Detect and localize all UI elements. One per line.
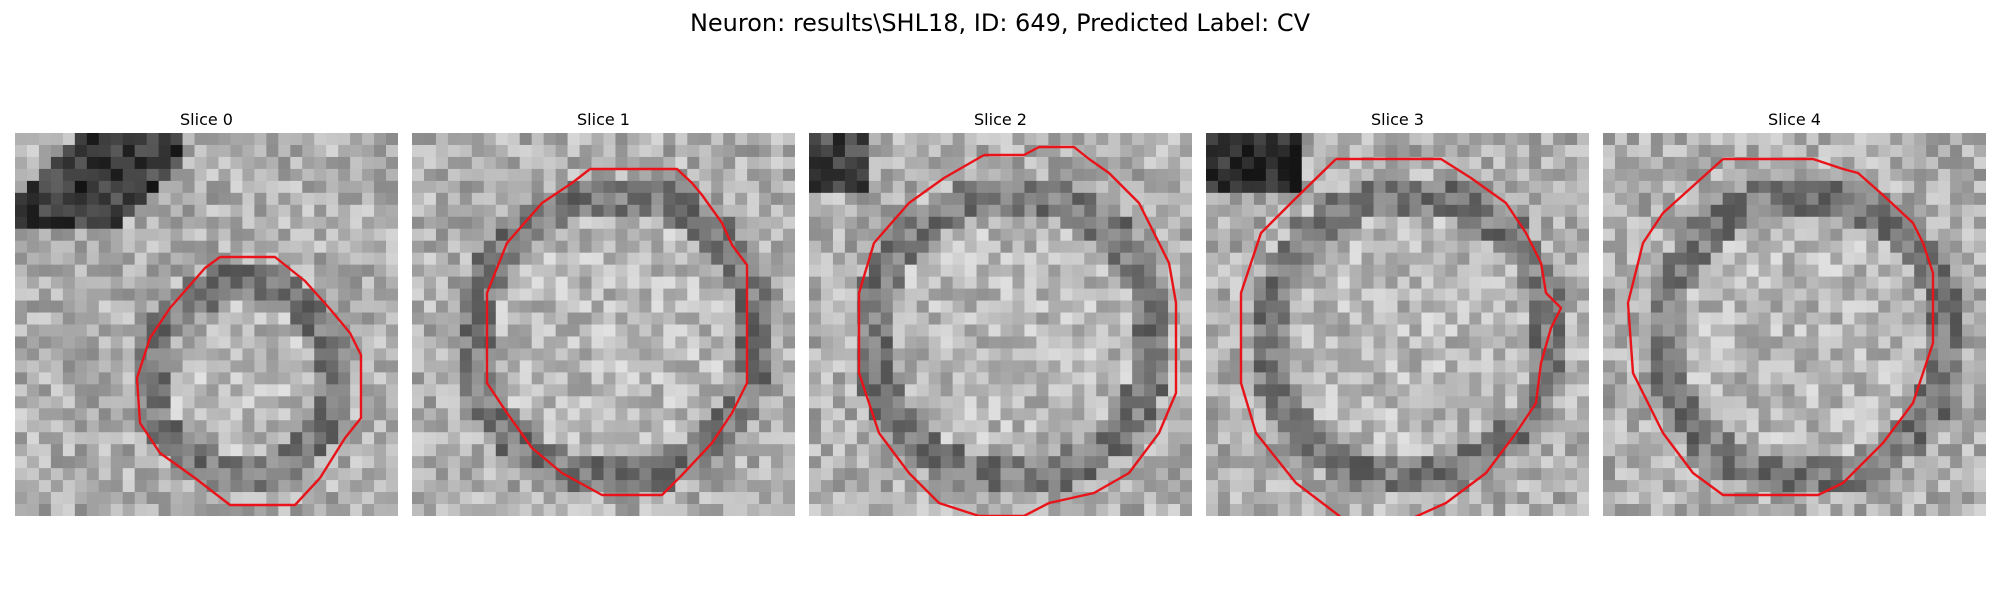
slice-title-0: Slice 0 — [15, 109, 398, 131]
slice-title-1: Slice 1 — [412, 109, 795, 131]
slice-image-2 — [809, 133, 1192, 516]
slice-pixels-4 — [1603, 133, 1986, 516]
slice-title-4: Slice 4 — [1603, 109, 1986, 131]
slice-pixels-0 — [15, 133, 398, 516]
slice-panel-4: Slice 4 — [1603, 109, 1986, 516]
slice-pixels-1 — [412, 133, 795, 516]
slice-pixels-3 — [1206, 133, 1589, 516]
figure-title: Neuron: results\SHL18, ID: 649, Predicte… — [0, 8, 2000, 38]
slice-image-4 — [1603, 133, 1986, 516]
slice-image-3 — [1206, 133, 1589, 516]
slice-title-2: Slice 2 — [809, 109, 1192, 131]
slice-panel-3: Slice 3 — [1206, 109, 1589, 516]
slice-panel-2: Slice 2 — [809, 109, 1192, 516]
slice-panel-0: Slice 0 — [15, 109, 398, 516]
slice-image-0 — [15, 133, 398, 516]
slice-image-1 — [412, 133, 795, 516]
slice-panel-1: Slice 1 — [412, 109, 795, 516]
slice-pixels-2 — [809, 133, 1192, 516]
slice-title-3: Slice 3 — [1206, 109, 1589, 131]
